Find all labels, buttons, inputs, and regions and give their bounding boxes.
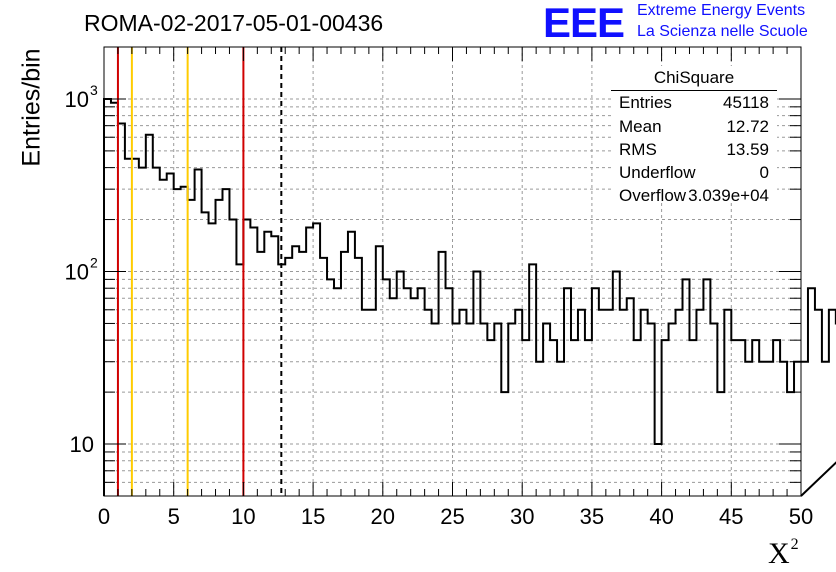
x-tick-label: 35 [580,504,604,529]
x-tick-label: 30 [510,504,534,529]
x-tick-label: 50 [789,504,813,529]
stats-label: Underflow [619,163,696,182]
brand-line-1: Extreme Energy Events [637,2,806,19]
x-axis-label: X2 [768,536,799,570]
stats-title: ChiSquare [653,68,735,87]
x-tick-label: 20 [371,504,395,529]
y-tick-exponent: 3 [90,82,98,98]
x-tick-label: 25 [440,504,464,529]
x-tick-label: 45 [719,504,743,529]
stats-value: 45118 [722,93,769,112]
stats-separator [611,90,777,91]
y-tick-exponent: 2 [90,255,98,271]
x-tick-label: 40 [649,504,673,529]
stats-label: Mean [619,117,662,136]
stats-label: Entries [619,93,672,112]
x-tick-label: 0 [98,504,110,529]
y-axis-label: Entries/bin [17,48,46,167]
x-tick-label: 5 [168,504,180,529]
brand-line-2: La Scienza nelle Scuole [637,23,808,40]
stats-value: 0 [759,163,769,182]
y-tick-label: 10 [65,87,89,112]
stats-value: 3.039e+04 [688,186,769,205]
stats-value: 12.72 [726,117,769,136]
histogram-series [103,97,836,497]
y-tick-label: 10 [70,432,94,457]
stats-box: ChiSquare Entries 45118 Mean 12.72 RMS 1… [611,66,777,205]
x-tick-label: 15 [301,504,325,529]
x-tick-label: 10 [231,504,255,529]
axis-ticks [103,46,802,497]
y-tick-label: 10 [65,260,89,285]
stats-label: Overflow [619,186,687,205]
stats-label: RMS [619,140,657,159]
chart-title: ROMA-02-2017-05-01-00436 [84,10,384,36]
stats-value: 13.59 [726,140,769,159]
eee-logo: EEE [543,0,625,46]
